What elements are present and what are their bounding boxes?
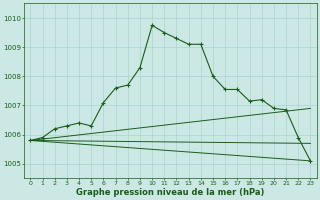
X-axis label: Graphe pression niveau de la mer (hPa): Graphe pression niveau de la mer (hPa) [76, 188, 265, 197]
